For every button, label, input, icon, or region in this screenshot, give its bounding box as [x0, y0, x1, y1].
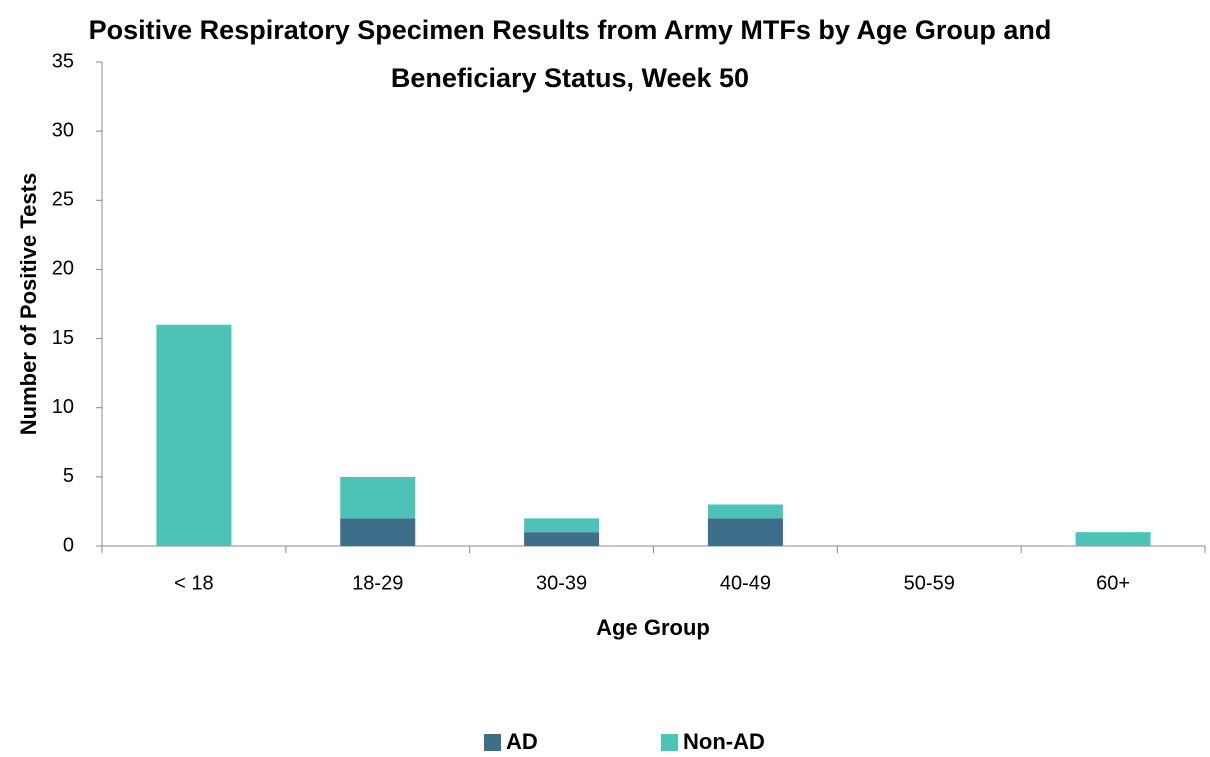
x-tick-label: 50-59 — [904, 572, 955, 594]
legend-swatch — [484, 734, 501, 751]
x-tick-label: 60+ — [1096, 572, 1130, 594]
y-tick-label: 5 — [63, 465, 74, 487]
y-tick-label: 15 — [52, 327, 74, 349]
y-tick-label: 0 — [63, 534, 74, 556]
legend-swatch — [661, 734, 678, 751]
bar-segment — [340, 518, 416, 546]
x-axis-label: Age Group — [596, 615, 710, 640]
y-tick-label: 25 — [52, 189, 74, 211]
y-axis-label: Number of Positive Tests — [16, 173, 41, 435]
y-tick-label: 35 — [52, 50, 74, 72]
bar-segment — [707, 518, 783, 546]
y-tick-label: 20 — [52, 258, 74, 280]
legend-label: Non-AD — [683, 729, 765, 754]
bar-segment — [340, 476, 416, 519]
bar-segment — [524, 532, 600, 546]
x-tick-label: 30-39 — [536, 572, 587, 594]
chart-title: Positive Respiratory Specimen Results fr… — [88, 15, 1052, 93]
bar-segment — [1075, 532, 1151, 546]
y-tick-label: 10 — [52, 396, 74, 418]
bar-segment — [707, 504, 783, 519]
bar-segment — [156, 324, 232, 546]
x-tick-label: 18-29 — [352, 572, 403, 594]
bar-segment — [524, 518, 600, 533]
legend-label: AD — [506, 729, 538, 754]
x-tick-label: 40-49 — [720, 572, 771, 594]
x-tick-label: < 18 — [174, 572, 213, 594]
y-tick-label: 30 — [52, 119, 74, 141]
